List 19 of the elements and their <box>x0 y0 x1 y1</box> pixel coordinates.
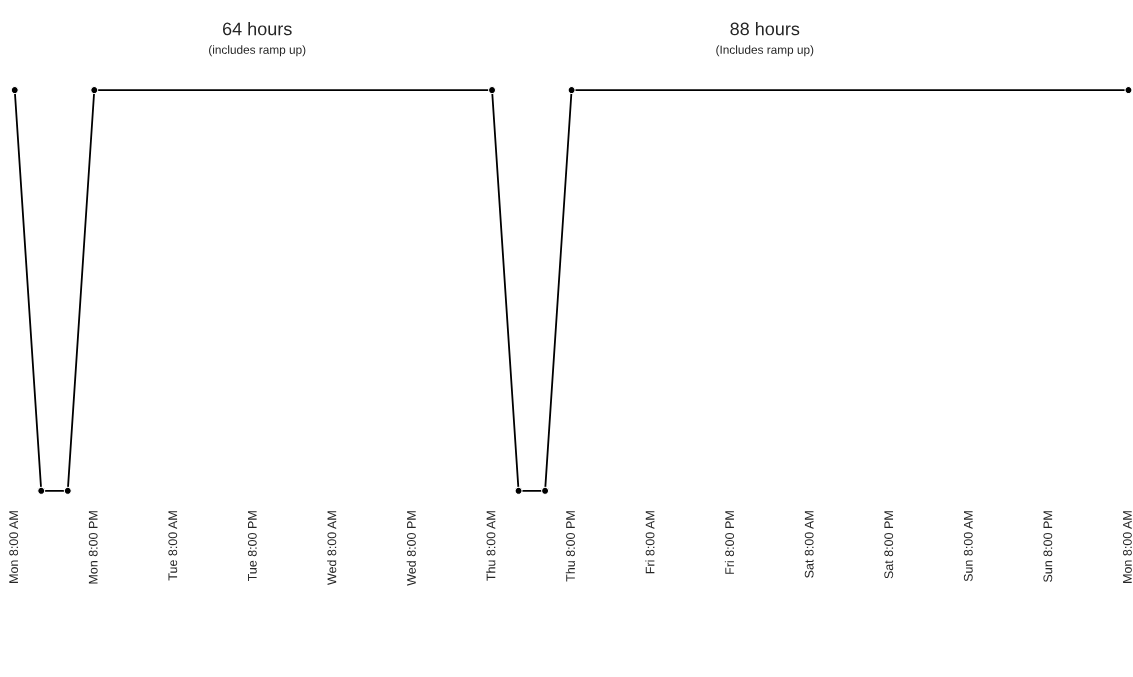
text: (includes ramp up) <box>209 45 306 57</box>
x-tick-label: Mon 8:00 AM <box>9 511 19 583</box>
x-tick-label: Mon 8:00 PM <box>88 511 98 584</box>
x-tick-label: Sun 8:00 PM <box>1043 511 1053 582</box>
text: 64 hours <box>222 22 292 36</box>
x-tick-label: Mon 8:00 AM <box>1122 511 1132 583</box>
x-tick-label: Sat 8:00 PM <box>884 511 894 579</box>
x-tick-label: Sun 8:00 AM <box>963 511 973 582</box>
x-tick-label: Fri 8:00 PM <box>724 511 735 574</box>
text: 88 hours <box>730 22 800 36</box>
x-tick-label: Tue 8:00 PM <box>247 511 257 582</box>
x-tick-label: Tue 8:00 AM <box>168 511 178 581</box>
x-tick-label: Fri 8:00 AM <box>645 511 655 574</box>
x-tick-label: Thu 8:00 PM <box>565 511 575 582</box>
text: (Includes ramp up) <box>716 45 814 57</box>
x-tick-label: Thu 8:00 AM <box>486 511 496 581</box>
x-tick-label: Wed 8:00 AM <box>327 511 337 586</box>
x-tick-label: Wed 8:00 PM <box>406 511 416 586</box>
x-tick-label: Sat 8:00 AM <box>804 511 814 578</box>
